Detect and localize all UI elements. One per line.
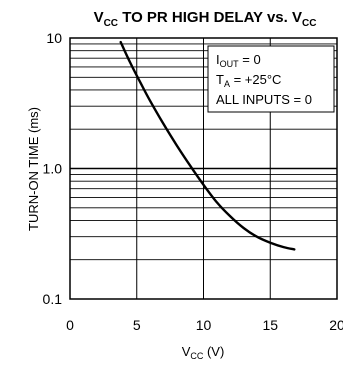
x-tick-labels: 0 5 10 15 20 [66, 317, 343, 333]
x-tick-label: 20 [329, 317, 343, 333]
annotation-ta: TA = +25°C [216, 72, 281, 89]
series-curve-group [119, 40, 296, 251]
x-tick-label: 15 [262, 317, 278, 333]
y-axis-label: TURN-ON TIME (ms) [26, 107, 41, 231]
x-axis-label: VCC (V) [182, 344, 225, 361]
annotation-box [207, 45, 335, 113]
plot-frame [69, 37, 338, 300]
grid [70, 38, 337, 299]
series-line [119, 40, 296, 251]
annotation-inputs: ALL INPUTS = 0 [216, 92, 312, 107]
x-tick-label: 10 [196, 317, 212, 333]
x-tick-label: 5 [133, 317, 141, 333]
y-tick-labels: 0.1 1.0 10 [43, 30, 63, 307]
chart-title: VCC TO PR HIGH DELAY vs. VCC [94, 9, 317, 29]
y-tick-label: 1.0 [43, 161, 63, 177]
y-tick-label: 0.1 [43, 291, 63, 307]
x-tick-label: 0 [66, 317, 74, 333]
y-tick-label: 10 [46, 30, 62, 46]
annotation-iout: IOUT = 0 [216, 52, 261, 69]
